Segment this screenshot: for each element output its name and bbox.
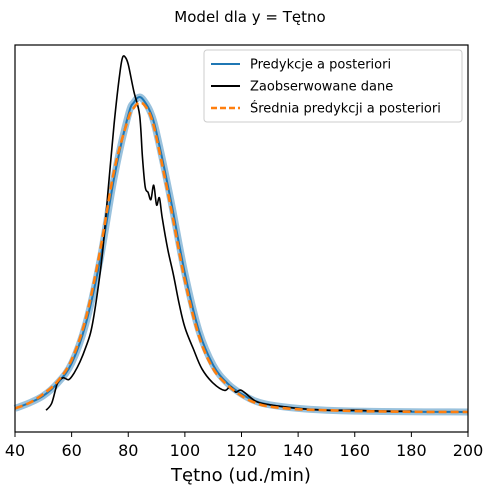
x-axis-label: Tętno (ud./min): [170, 465, 311, 486]
series-posterior-predictive: [14, 95, 469, 413]
x-tick-label-160: 160: [339, 441, 370, 460]
legend-item-observed-label: Zaobserwowane dane: [250, 80, 393, 95]
legend-item-posterior-predictive-label: Predykcje a posteriori: [250, 58, 391, 73]
x-tick-label-60: 60: [61, 441, 81, 460]
x-tick-label-140: 140: [283, 441, 314, 460]
series-posterior-predictive-band: [13, 93, 469, 416]
x-tick-label-200: 200: [453, 441, 484, 460]
x-tick-label-80: 80: [118, 441, 138, 460]
series-posterior-mean: [14, 101, 469, 414]
chart-title: Model dla y = Tętno: [174, 8, 325, 26]
legend-box: [203, 49, 463, 123]
series-observed: [45, 55, 412, 412]
x-tick-label-120: 120: [226, 441, 257, 460]
x-tick-label-180: 180: [396, 441, 427, 460]
legend: Predykcje a posteriori Zaobserwowane dane…: [203, 49, 463, 123]
x-tick-label-100: 100: [170, 441, 201, 460]
x-tick-label-40: 40: [5, 441, 25, 460]
legend-item-posterior-mean-label: Średnia predykcji a posteriori: [250, 101, 441, 117]
